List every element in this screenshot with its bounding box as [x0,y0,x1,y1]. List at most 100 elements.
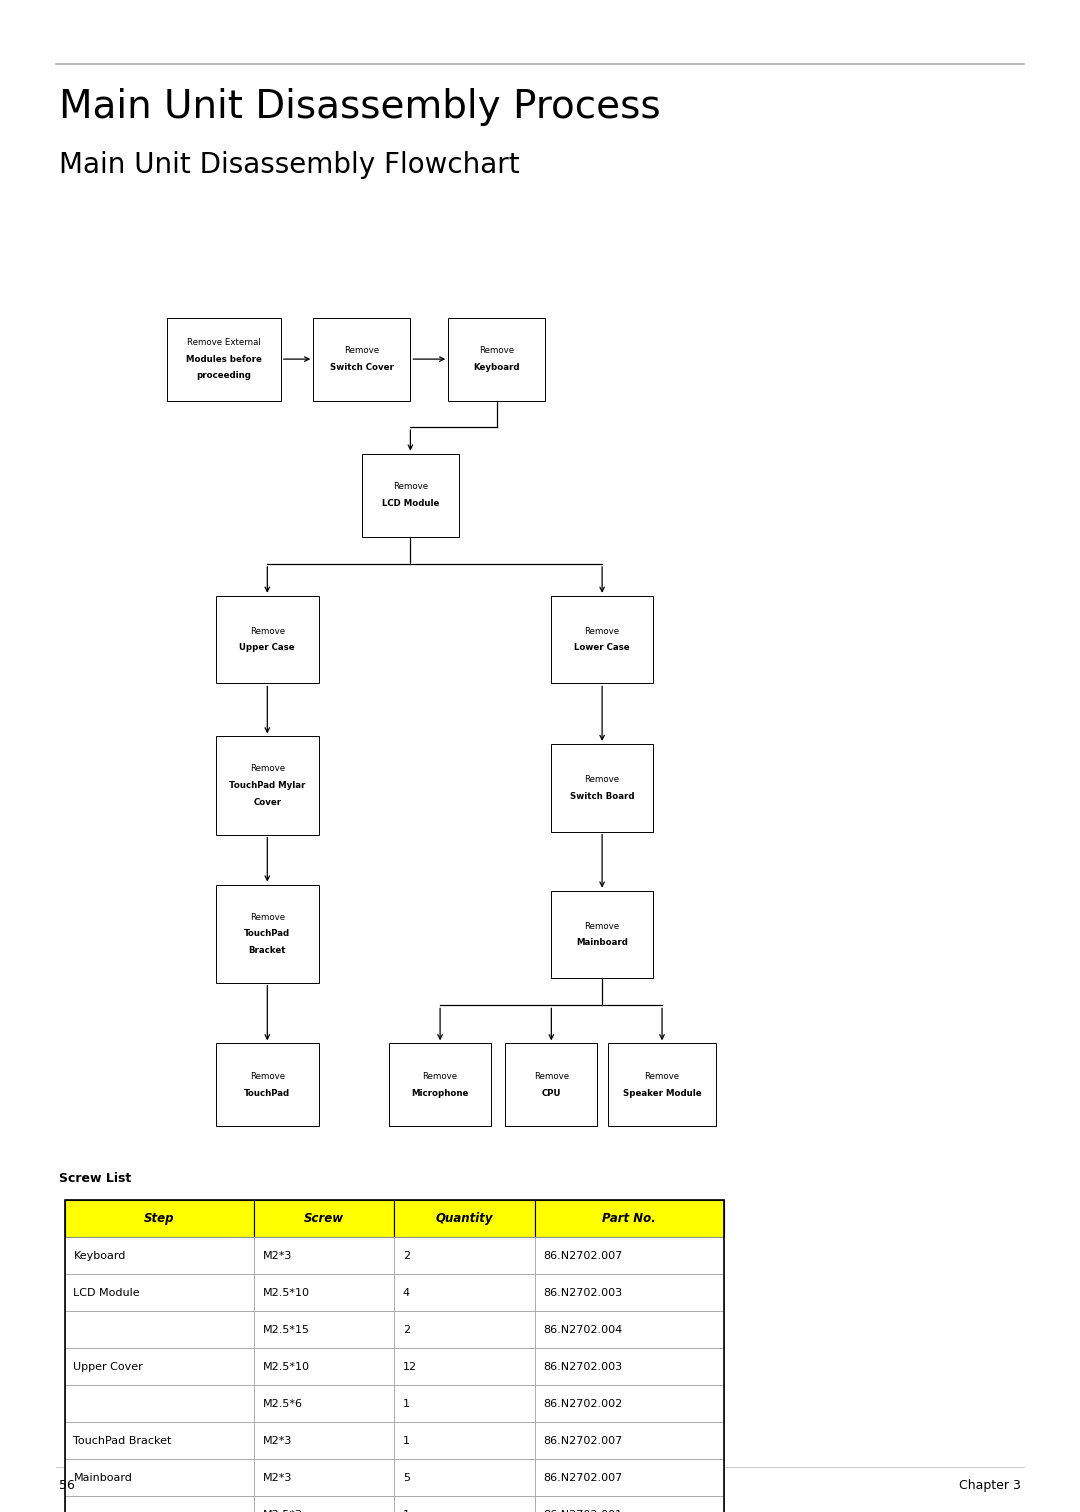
Text: Cover: Cover [253,798,282,806]
Text: 86.N2702.002: 86.N2702.002 [543,1399,622,1409]
Text: Upper Cover: Upper Cover [73,1362,144,1371]
Bar [535,1201,724,1237]
Text: Remove: Remove [645,1072,679,1081]
Text: TouchPad Bracket: TouchPad Bracket [73,1436,172,1445]
Text: Remove: Remove [249,913,285,921]
Text: Part No.: Part No. [603,1213,656,1225]
Bar [394,1497,535,1512]
Bar [216,596,319,683]
Bar [551,891,653,978]
Bar [254,1311,394,1349]
Text: CPU: CPU [542,1089,561,1098]
Bar [551,744,653,832]
Text: Step: Step [144,1213,175,1225]
Bar [254,1423,394,1459]
Bar [535,1385,724,1423]
Text: LCD Module: LCD Module [73,1288,140,1297]
Bar [535,1497,724,1512]
Bar [394,1311,535,1349]
Bar [65,1311,254,1349]
Text: Screw: Screw [303,1213,345,1225]
Text: M2.5*3: M2.5*3 [262,1510,302,1512]
Text: Remove: Remove [249,765,285,773]
Text: 86.N2702.003: 86.N2702.003 [543,1362,622,1371]
Bar [254,1385,394,1423]
Bar [535,1459,724,1497]
Text: Keyboard: Keyboard [73,1250,125,1261]
Text: Screw List: Screw List [59,1172,132,1185]
Text: Mainboard: Mainboard [576,939,629,947]
Text: 1: 1 [403,1399,409,1409]
Bar [254,1497,394,1512]
Text: 1: 1 [403,1436,409,1445]
Text: Speaker Module: Speaker Module [623,1089,701,1098]
Bar [608,1043,716,1126]
Bar [535,1275,724,1311]
Bar [394,1349,535,1385]
Text: Microphone: Microphone [411,1089,469,1098]
Bar [362,454,459,537]
Bar [394,1423,535,1459]
Text: M2*3: M2*3 [262,1436,292,1445]
Bar [167,318,281,401]
Text: 86.N2702.007: 86.N2702.007 [543,1473,622,1483]
Text: Remove: Remove [345,346,379,355]
Bar [535,1237,724,1275]
Text: 86.N2702.007: 86.N2702.007 [543,1250,622,1261]
Text: Main Unit Disassembly Flowchart: Main Unit Disassembly Flowchart [59,151,521,180]
Text: Keyboard: Keyboard [473,363,521,372]
Bar [394,1201,535,1237]
Bar [505,1043,597,1126]
Text: proceeding: proceeding [197,372,252,380]
Text: Remove: Remove [584,627,620,635]
Bar [65,1497,254,1512]
Bar [394,1459,535,1497]
Text: TouchPad Mylar: TouchPad Mylar [229,782,306,789]
Bar [254,1349,394,1385]
Text: Switch Board: Switch Board [570,792,634,800]
Text: Remove: Remove [249,627,285,635]
Bar [65,1275,254,1311]
Text: Remove: Remove [393,482,428,491]
Bar [216,736,319,835]
Text: Switch Cover: Switch Cover [329,363,394,372]
Text: Upper Case: Upper Case [240,644,295,652]
Text: Remove: Remove [584,776,620,783]
Bar [65,1201,254,1237]
Text: M2*3: M2*3 [262,1250,292,1261]
Text: M2.5*10: M2.5*10 [262,1362,310,1371]
Text: Remove: Remove [422,1072,458,1081]
Bar [65,1349,254,1385]
Text: 2: 2 [403,1250,410,1261]
Bar [65,1201,724,1512]
Bar [65,1237,254,1275]
Text: 86.N2702.003: 86.N2702.003 [543,1288,622,1297]
Text: 86.N2702.004: 86.N2702.004 [543,1325,622,1335]
Bar [394,1385,535,1423]
Text: M2.5*10: M2.5*10 [262,1288,310,1297]
Text: 2: 2 [403,1325,410,1335]
Bar [254,1237,394,1275]
Text: 5: 5 [403,1473,409,1483]
Text: M2.5*6: M2.5*6 [262,1399,302,1409]
Bar [216,1043,319,1126]
Text: Bracket: Bracket [248,947,286,954]
Text: 1: 1 [403,1510,409,1512]
Text: Main Unit Disassembly Process: Main Unit Disassembly Process [59,88,661,125]
Text: LCD Module: LCD Module [381,499,440,508]
Text: Quantity: Quantity [435,1213,494,1225]
Bar [535,1311,724,1349]
Text: 86.N2702.007: 86.N2702.007 [543,1436,622,1445]
Bar [448,318,545,401]
Bar [535,1423,724,1459]
Bar [254,1459,394,1497]
Text: TouchPad: TouchPad [244,930,291,937]
Bar [254,1201,394,1237]
Bar [254,1275,394,1311]
Text: Remove: Remove [480,346,514,355]
Text: 86.N2702.001: 86.N2702.001 [543,1510,622,1512]
Text: TouchPad: TouchPad [244,1089,291,1098]
Text: Modules before: Modules before [186,355,262,363]
Text: Chapter 3: Chapter 3 [959,1479,1021,1492]
Text: Lower Case: Lower Case [575,644,630,652]
